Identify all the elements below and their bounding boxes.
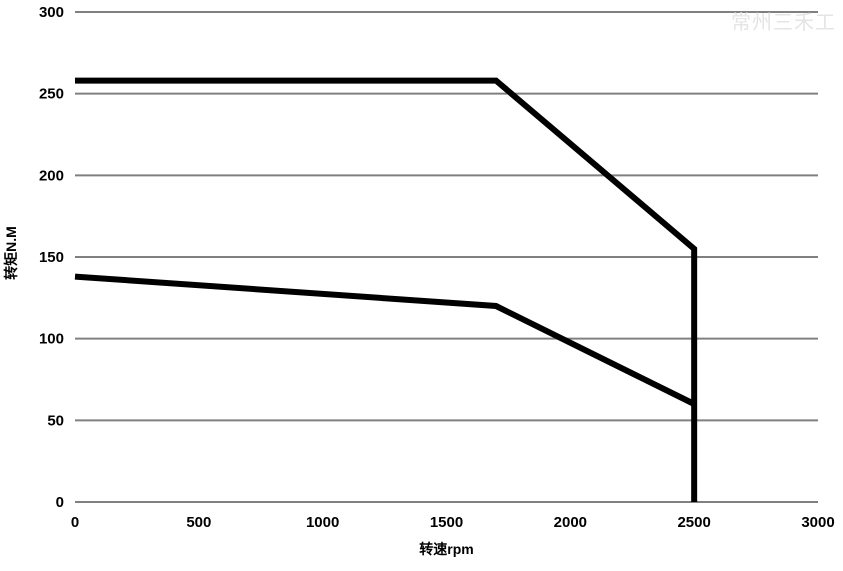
x-tick-label-3000: 3000 [801,514,834,531]
y-tick-label-150: 150 [39,249,64,266]
x-tick-label-0: 0 [71,514,79,531]
y-tick-label-300: 300 [39,4,64,21]
y-axis-title: 转矩N.M [3,226,19,280]
x-tick-label-1500: 1500 [430,514,463,531]
x-axis-title: 转速rpm [419,541,474,557]
x-tick-label-2500: 2500 [677,514,710,531]
x-tick-label-1000: 1000 [306,514,339,531]
x-tick-label-2000: 2000 [554,514,587,531]
peak-torque-curve [75,77,698,502]
y-tick-label-0: 0 [56,494,64,511]
y-tick-label-250: 250 [39,86,64,103]
x-tick-label-500: 500 [186,514,211,531]
continuous-torque-curve [74,273,696,407]
y-tick-label-200: 200 [39,167,64,184]
y-tick-label-100: 100 [39,331,64,348]
watermark-text: 常州三禾工 [731,12,836,34]
y-tick-label-50: 50 [47,412,64,429]
